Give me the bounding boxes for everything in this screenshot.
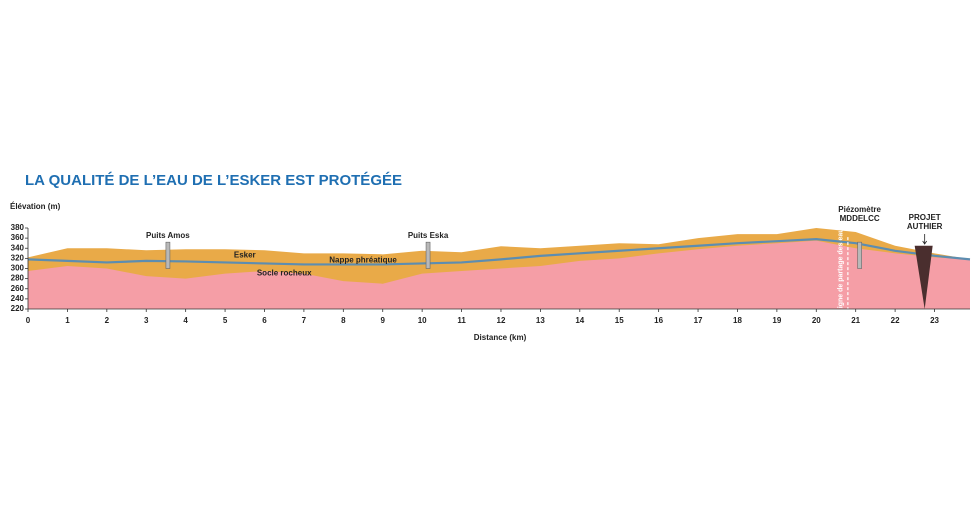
x-tick-label: 6 xyxy=(262,316,267,325)
x-tick-label: 20 xyxy=(812,316,821,325)
y-tick-label: 280 xyxy=(11,274,25,283)
arrow xyxy=(922,234,928,245)
y-tick-label: 260 xyxy=(11,284,25,293)
annotation-label: Puits Amos xyxy=(146,231,190,240)
y-tick-label: 240 xyxy=(11,294,25,303)
x-tick-label: 5 xyxy=(223,316,228,325)
x-tick-label: 1 xyxy=(65,316,70,325)
x-tick-label: 12 xyxy=(497,316,506,325)
x-tick-label: 7 xyxy=(302,316,307,325)
annotation-label: Puits Eska xyxy=(408,231,449,240)
layer-label: Esker xyxy=(234,250,256,259)
well xyxy=(857,241,862,269)
y-tick-label: 360 xyxy=(11,233,25,242)
x-tick-label: 16 xyxy=(654,316,663,325)
y-axis-label: Élévation (m) xyxy=(10,202,61,211)
x-tick-label: 21 xyxy=(851,316,860,325)
layer-label: Nappe phréatique xyxy=(329,256,397,265)
annotation-line: MDDELCC xyxy=(840,214,880,223)
x-tick-label: 10 xyxy=(418,316,427,325)
x-tick-label: 17 xyxy=(694,316,703,325)
x-tick-label: 11 xyxy=(457,316,466,325)
y-tick-label: 380 xyxy=(11,223,25,232)
x-tick-label: 19 xyxy=(772,316,781,325)
well xyxy=(425,241,431,269)
layer-area xyxy=(28,240,970,309)
y-tick-label: 300 xyxy=(11,264,25,273)
x-tick-label: 8 xyxy=(341,316,346,325)
x-tick-label: 3 xyxy=(144,316,149,325)
x-tick-label: 13 xyxy=(536,316,545,325)
chart-title: LA QUALITÉ DE L’EAU DE L’ESKER EST PROTÉ… xyxy=(25,172,402,189)
pit xyxy=(914,245,933,309)
x-tick-label: 2 xyxy=(105,316,110,325)
x-tick-label: 23 xyxy=(930,316,939,325)
y-tick-label: 320 xyxy=(11,253,25,262)
annotation-line: Piézomètre xyxy=(838,205,881,214)
layer-label: Socle rocheux xyxy=(257,269,312,278)
x-tick-label: 14 xyxy=(575,316,584,325)
x-tick-label: 4 xyxy=(183,316,188,325)
water-table-line xyxy=(27,238,971,266)
annotation-label: PROJET AUTHIER xyxy=(907,213,943,231)
y-tick-label: 340 xyxy=(11,243,25,252)
x-tick-label: 9 xyxy=(381,316,386,325)
annotation-label: Piézomètre MDDELCC xyxy=(838,205,881,223)
divide-label: Ligne de partage des eaux xyxy=(838,224,845,312)
x-tick-label: 22 xyxy=(891,316,900,325)
annotation-line: PROJET xyxy=(909,213,941,222)
x-tick-label: 15 xyxy=(615,316,624,325)
x-tick-label: 18 xyxy=(733,316,742,325)
annotation-line: AUTHIER xyxy=(907,222,943,231)
well xyxy=(165,241,171,269)
x-axis-label: Distance (km) xyxy=(474,333,527,342)
x-tick-label: 0 xyxy=(26,316,31,325)
y-tick-label: 220 xyxy=(11,304,25,313)
